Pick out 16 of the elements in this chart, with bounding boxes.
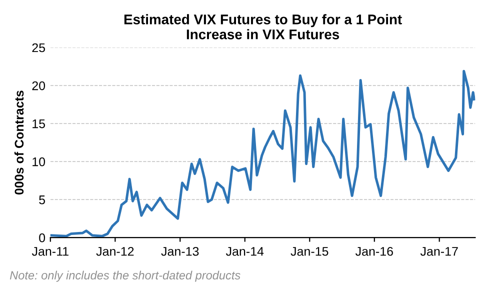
y-tick-label: 25	[32, 43, 46, 52]
chart-title: Estimated VIX Futures to Buy for a 1 Point Increase in VIX Futures	[124, 14, 402, 40]
x-tick-label: Jan-11	[32, 247, 68, 256]
x-tick-label: Jan-17	[420, 247, 458, 256]
x-tick-label: Jan-12	[96, 246, 134, 256]
y-tick-label: 10	[32, 157, 46, 166]
y-axis-title: 000s of Contracts	[14, 90, 24, 195]
y-tick-label: 0	[39, 233, 46, 242]
y-tick-label: 15	[32, 119, 46, 128]
text: Note: only includes the short-dated products	[10, 270, 240, 282]
y-tick-label: 20	[32, 81, 46, 90]
y-tick-label: 5	[39, 196, 46, 204]
x-tick-label: Jan-16	[356, 246, 393, 256]
x-tick-label: Jan-15	[290, 247, 328, 256]
x-tick-label: Jan-13	[161, 246, 199, 256]
x-tick-label: Jan-14	[226, 247, 264, 256]
